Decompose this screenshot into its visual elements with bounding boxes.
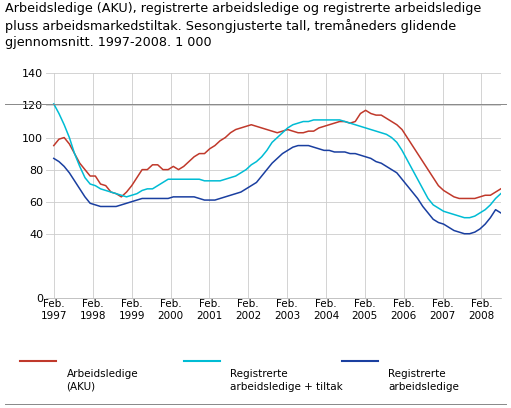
Text: Registrerte
arbeidsledige: Registrerte arbeidsledige bbox=[388, 369, 459, 392]
Text: Arbeidsledige (AKU), registrerte arbeidsledige og registrerte arbeidsledige
plus: Arbeidsledige (AKU), registrerte arbeids… bbox=[5, 2, 481, 49]
Text: Arbeidsledige
(AKU): Arbeidsledige (AKU) bbox=[66, 369, 138, 392]
Text: Registrerte
arbeidsledige + tiltak: Registrerte arbeidsledige + tiltak bbox=[230, 369, 343, 392]
